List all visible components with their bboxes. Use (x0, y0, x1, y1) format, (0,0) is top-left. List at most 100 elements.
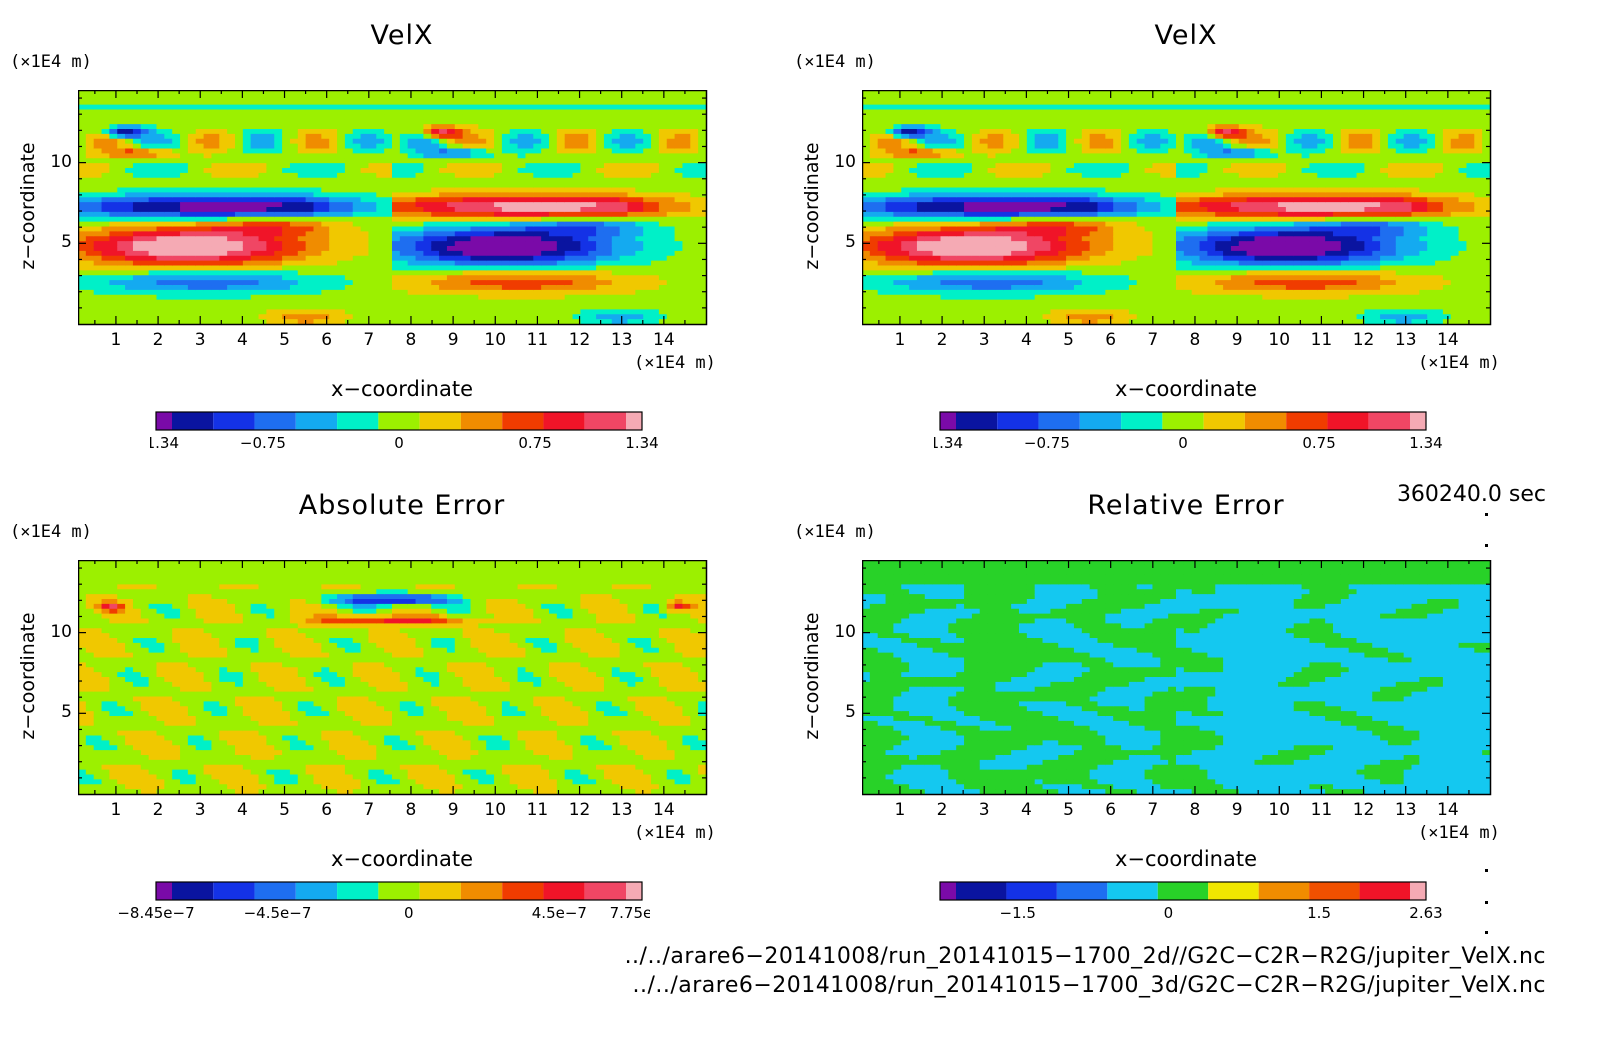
heatmap-cell (376, 114, 385, 120)
heatmap-cell (501, 231, 511, 237)
heatmap-cell (1019, 148, 1028, 154)
heatmap-cell (109, 250, 118, 257)
heatmap-cell (258, 168, 267, 174)
heatmap-cell (611, 216, 621, 223)
heatmap-cell (148, 260, 158, 267)
heatmap-cell (619, 241, 629, 247)
heatmap-cell (337, 104, 346, 111)
heatmap-cell (180, 270, 189, 276)
heatmap-cell (572, 270, 581, 276)
heatmap-cell (494, 207, 503, 213)
heatmap-cell (439, 294, 448, 301)
heatmap-cell (446, 104, 456, 111)
colorbar-frame (155, 411, 643, 431)
heatmap-cell (470, 129, 479, 135)
heatmap-cell (156, 143, 165, 150)
heatmap-cell (250, 250, 260, 257)
heatmap-cell (407, 94, 417, 101)
heatmap-cell (956, 138, 965, 145)
heatmap-cell (525, 289, 534, 296)
heatmap-cell (187, 226, 197, 232)
heatmap-cell (666, 319, 676, 325)
heatmap-cell (924, 129, 934, 135)
heatmap-cell (125, 319, 134, 325)
heatmap-cell (274, 158, 283, 164)
heatmap-cell (909, 250, 918, 257)
heatmap-cell (384, 275, 393, 281)
heatmap-cell (187, 294, 197, 301)
heatmap-cell (454, 197, 464, 203)
heatmap-cell (666, 119, 676, 125)
heatmap-cell (556, 114, 566, 120)
heatmap-cell (603, 163, 613, 169)
heatmap-cell (258, 236, 267, 242)
heatmap-cell (556, 129, 566, 135)
heatmap-cell (533, 129, 542, 135)
heatmap-cell (305, 265, 315, 271)
heatmap-cell (203, 309, 213, 315)
heatmap-cell (117, 182, 126, 189)
heatmap-cell (956, 94, 965, 101)
heatmap-cell (227, 94, 236, 101)
heatmap-cell (274, 319, 283, 325)
colorbar-segment (156, 412, 172, 430)
heatmap-cell (125, 104, 134, 111)
heatmap-cell (454, 153, 464, 159)
heatmap-cell (462, 231, 472, 237)
heatmap-cell (995, 187, 1004, 193)
heatmap-cell (533, 104, 542, 111)
heatmap-cell (948, 231, 957, 237)
heatmap-cell (132, 99, 142, 106)
heatmap-cell (901, 250, 910, 257)
heatmap-cell (1003, 280, 1012, 286)
heatmap-cell (588, 143, 597, 150)
heatmap-cell (337, 280, 346, 286)
heatmap-cell (1003, 294, 1012, 301)
heatmap-cell (611, 265, 621, 271)
heatmap-cell (494, 246, 503, 252)
heatmap-cell (619, 280, 629, 286)
heatmap-cell (101, 197, 110, 203)
heatmap-cell (125, 226, 134, 232)
heatmap-cell (635, 163, 644, 169)
heatmap-cell (478, 207, 487, 213)
heatmap-cell (643, 275, 652, 281)
heatmap-cell (533, 299, 542, 306)
heatmap-cell (893, 270, 902, 276)
heatmap-cell (486, 221, 495, 228)
heatmap-cell (368, 211, 377, 218)
heatmap-cell (297, 260, 307, 267)
heatmap-cell (478, 148, 487, 154)
heatmap-cell (635, 90, 644, 96)
heatmap-cell (588, 221, 597, 228)
heatmap-cell (258, 143, 267, 150)
heatmap-cell (611, 99, 621, 106)
heatmap-cell (258, 90, 267, 96)
heatmap-cell (862, 182, 871, 189)
heatmap-cell (611, 231, 621, 237)
heatmap-cell (1019, 314, 1028, 320)
heatmap-cell (509, 197, 519, 203)
heatmap-cell (924, 94, 934, 101)
heatmap-cell (235, 163, 244, 169)
heatmap-cell (932, 114, 942, 120)
heatmap-cell (979, 246, 989, 252)
heatmap-cell (250, 172, 260, 179)
heatmap-cell (101, 236, 110, 242)
heatmap-cell (211, 192, 220, 198)
heatmap-cell (219, 172, 228, 179)
heatmap-cell (932, 177, 942, 184)
heatmap-cell (156, 192, 165, 198)
heatmap-cell (674, 158, 684, 164)
heatmap-cell (979, 207, 989, 213)
heatmap-cell (352, 314, 362, 320)
heatmap-cell (995, 177, 1004, 184)
heatmap-cell (187, 280, 197, 286)
heatmap-cell (423, 211, 432, 218)
heatmap-cell (140, 231, 150, 237)
heatmap-cell (478, 163, 487, 169)
heatmap-cell (1003, 304, 1012, 310)
heatmap-cell (360, 192, 370, 198)
heatmap-cell (227, 207, 236, 213)
heatmap-cell (407, 304, 417, 310)
